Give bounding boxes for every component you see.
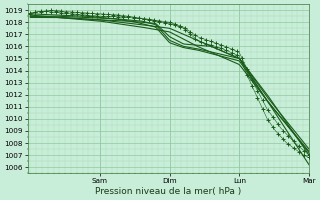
X-axis label: Pression niveau de la mer( hPa ): Pression niveau de la mer( hPa ): [95, 187, 241, 196]
